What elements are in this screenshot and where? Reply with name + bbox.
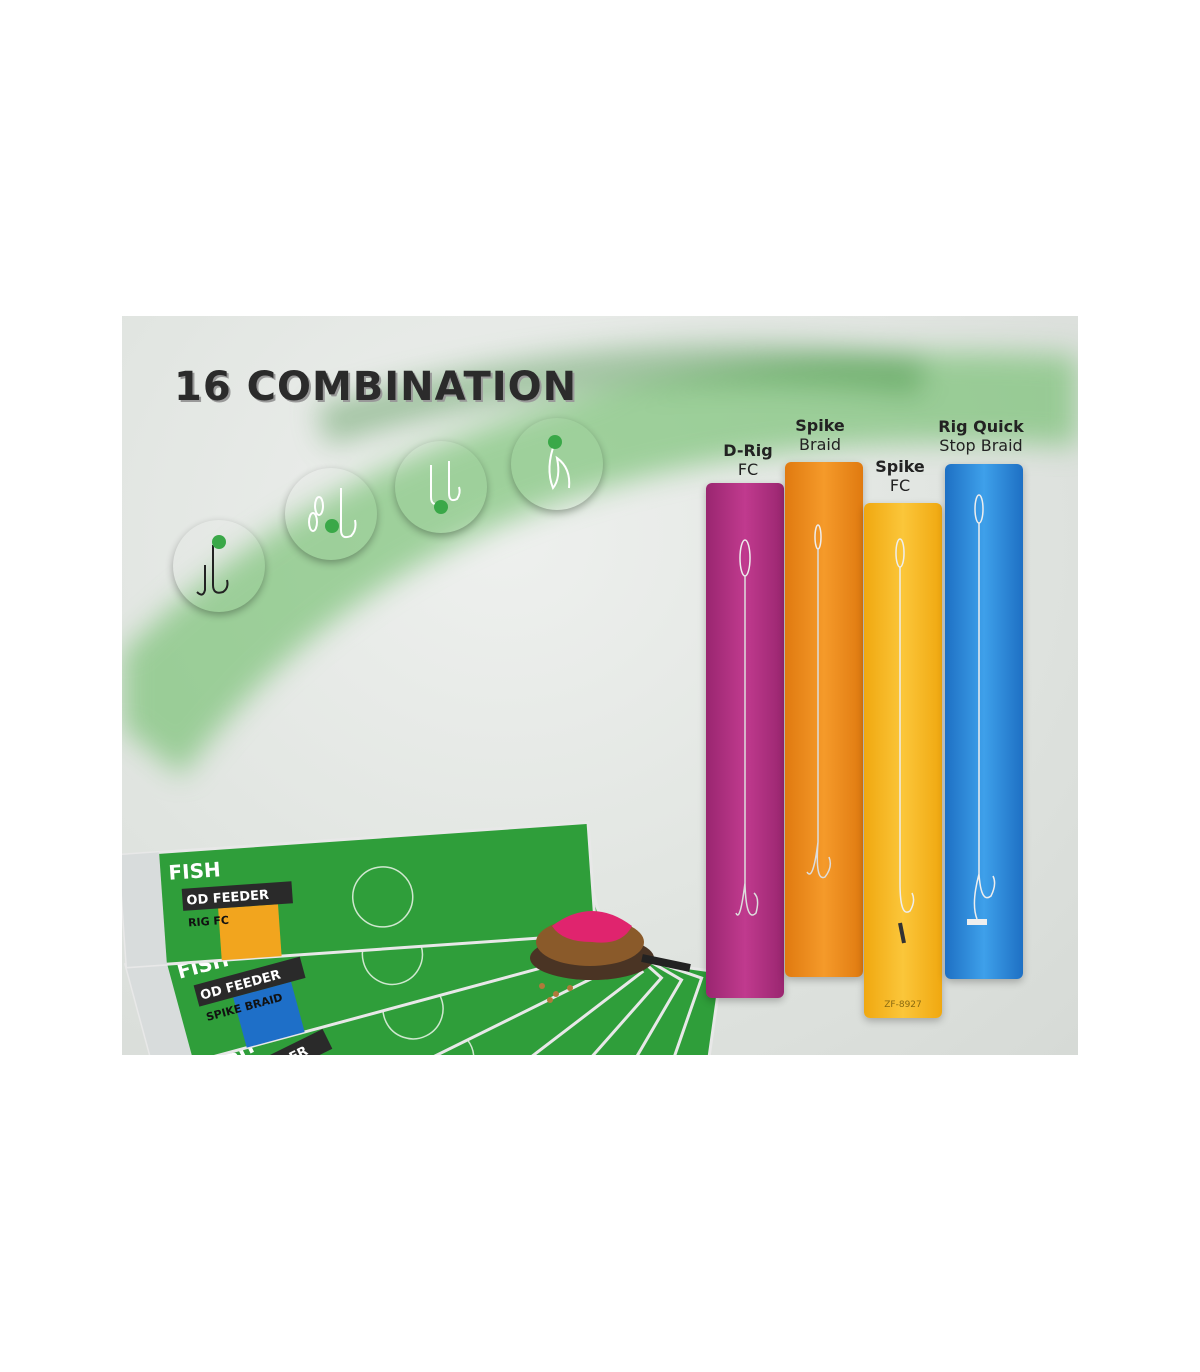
- hook-with-bead-icon: [196, 535, 229, 596]
- pack-hanger: [125, 953, 194, 1055]
- pack-hanger: [122, 852, 167, 967]
- rig-line-icon: [895, 538, 915, 944]
- rig-card-d-rig: [706, 483, 784, 998]
- rig-label-d-rig: D-Rig FC: [723, 441, 773, 479]
- rig-card-spike-braid: [785, 462, 863, 977]
- pack-brand: FISH: [168, 857, 222, 885]
- product-code: ZF-8927: [884, 1000, 922, 1010]
- rig-line-icon: [735, 539, 759, 916]
- pack-label: RIG FC: [188, 914, 230, 930]
- pack-title-bar: [223, 1028, 333, 1055]
- rig-label-spike-fc: Spike FC: [875, 457, 925, 495]
- rig-pack: FISH OD FEEDER RIG FC: [122, 820, 598, 969]
- pack-color-band: [218, 904, 282, 961]
- method-feeder-image: [530, 911, 691, 1003]
- rig-card-spike-fc: ZF-8927: [864, 503, 942, 1018]
- headline: 16 COMBINATION: [174, 364, 578, 410]
- pack-title-bar: [181, 881, 293, 911]
- rig-label-spike-braid: Spike Braid: [795, 416, 845, 454]
- pack-series: OD FEEDER: [186, 888, 270, 909]
- loop-rig-icon: [548, 435, 571, 490]
- combo-circle-4: [511, 418, 603, 510]
- combo-circle-3: [395, 441, 487, 533]
- rig-card-rig-quick: [945, 464, 1023, 979]
- rig-line-icon: [806, 524, 832, 879]
- rig-line-icon: [967, 494, 996, 925]
- pack-logo-stamp: [351, 866, 414, 928]
- combo-circle-1: [173, 520, 265, 612]
- rig-label-rig-quick: Rig Quick Stop Braid: [938, 417, 1024, 455]
- pack-color-band: [233, 981, 305, 1048]
- blurred-background-packs: [122, 343, 1078, 776]
- combo-circle-2: [285, 468, 377, 560]
- double-hook-icon: [430, 461, 461, 514]
- pack-title-bar: [193, 956, 306, 1007]
- swivel-and-hook-icon: [308, 488, 357, 539]
